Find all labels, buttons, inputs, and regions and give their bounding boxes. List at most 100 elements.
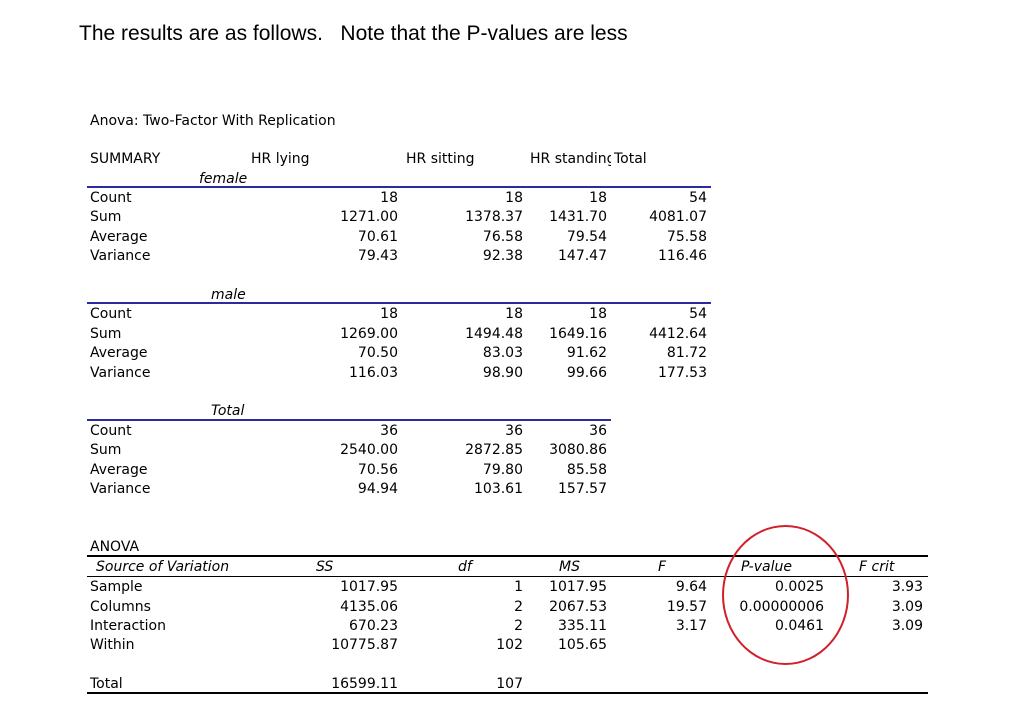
anova-row-label: Within (90, 637, 135, 653)
female-row-label: Count (90, 190, 132, 206)
male-cell: 18 (380, 306, 398, 322)
male-cell: 1649.16 (549, 326, 607, 342)
anova-cell-ss: 670.23 (349, 618, 398, 634)
female-row-label: Sum (90, 209, 122, 225)
total-cell: 36 (380, 423, 398, 439)
male-cell: 99.66 (566, 365, 607, 381)
anova-cell-ms: 1017.95 (549, 579, 607, 595)
female-cell: 147.47 (558, 248, 607, 264)
group-rule-female (87, 186, 711, 188)
anova-header-rule (87, 576, 928, 577)
male-cell: 70.50 (357, 345, 398, 361)
anova-header-ss: SS (316, 559, 334, 575)
male-row-label: Average (90, 345, 148, 361)
anova-row-label: Columns (90, 599, 151, 615)
female-cell: 76.58 (482, 229, 523, 245)
total-cell: 2872.85 (465, 442, 523, 458)
summary-header-hr-lying: HR lying (251, 151, 310, 167)
male-cell: 18 (589, 306, 607, 322)
anova-cell-ss: 10775.87 (331, 637, 398, 653)
anova-header-ms: MS (559, 559, 580, 575)
p-value-highlight-circle (722, 525, 849, 665)
anova-title: Anova: Two-Factor With Replication (90, 113, 336, 129)
group-label-male: male (211, 287, 246, 303)
female-cell: 18 (505, 190, 523, 206)
female-cell: 18 (380, 190, 398, 206)
anova-total-ss: 16599.11 (331, 676, 398, 692)
total-cell: 103.61 (474, 481, 523, 497)
summary-header-hr-sitting: HR sitting (406, 151, 475, 167)
anova-header-df: df (458, 559, 472, 575)
total-cell: 70.56 (357, 462, 398, 478)
female-cell: 4081.07 (649, 209, 707, 225)
anova-total-df: 107 (496, 676, 523, 692)
total-cell: 157.57 (558, 481, 607, 497)
total-cell: 94.94 (357, 481, 398, 497)
anova-cell-f: 3.17 (675, 618, 707, 634)
male-cell: 81.72 (666, 345, 707, 361)
total-row-label: Average (90, 462, 148, 478)
group-rule-total (87, 419, 611, 421)
anova-cell-ms: 335.11 (558, 618, 607, 634)
summary-header-hr-standing: HR standing (530, 151, 611, 167)
anova-row-label: Interaction (90, 618, 166, 634)
anova-cell-ms: 2067.53 (549, 599, 607, 615)
anova-total-label: Total (90, 676, 123, 692)
male-cell: 54 (689, 306, 707, 322)
summary-header-total: Total (614, 151, 647, 167)
male-cell: 4412.64 (649, 326, 707, 342)
male-cell: 18 (505, 306, 523, 322)
summary-header-label: SUMMARY (90, 151, 161, 167)
anova-label: ANOVA (90, 539, 140, 555)
female-cell: 92.38 (482, 248, 523, 264)
female-cell: 79.43 (357, 248, 398, 264)
total-row-label: Count (90, 423, 132, 439)
total-cell: 85.58 (566, 462, 607, 478)
male-cell: 1494.48 (465, 326, 523, 342)
male-cell: 1269.00 (340, 326, 398, 342)
anova-cell-f: 19.57 (666, 599, 707, 615)
female-cell: 116.46 (658, 248, 707, 264)
male-cell: 98.90 (482, 365, 523, 381)
group-label-total: Total (211, 403, 245, 419)
anova-header-f: F (658, 559, 667, 575)
female-row-label: Average (90, 229, 148, 245)
total-cell: 2540.00 (340, 442, 398, 458)
male-cell: 83.03 (482, 345, 523, 361)
total-cell: 36 (505, 423, 523, 439)
total-cell: 3080.86 (549, 442, 607, 458)
female-cell: 18 (589, 190, 607, 206)
male-row-label: Count (90, 306, 132, 322)
anova-header-f-crit: F crit (859, 559, 895, 575)
anova-cell-ss: 4135.06 (340, 599, 398, 615)
male-row-label: Sum (90, 326, 122, 342)
total-row-label: Sum (90, 442, 122, 458)
group-label-female: female (199, 171, 248, 187)
female-cell: 70.61 (357, 229, 398, 245)
anova-top-rule (87, 555, 928, 557)
anova-cell-df: 102 (496, 637, 523, 653)
female-cell: 1271.00 (340, 209, 398, 225)
total-cell: 79.80 (482, 462, 523, 478)
total-cell: 36 (589, 423, 607, 439)
female-cell: 54 (689, 190, 707, 206)
female-cell: 79.54 (566, 229, 607, 245)
anova-cell-f: 9.64 (675, 579, 707, 595)
anova-cell-ms: 105.65 (558, 637, 607, 653)
slide-heading: The results are as follows. Note that th… (79, 22, 628, 45)
anova-header-source: Source of Variation (96, 559, 230, 575)
anova-cell-f-crit: 3.09 (891, 599, 923, 615)
anova-cell-df: 1 (514, 579, 523, 595)
anova-cell-df: 2 (514, 618, 523, 634)
female-cell: 75.58 (666, 229, 707, 245)
anova-row-label: Sample (90, 579, 143, 595)
anova-cell-df: 2 (514, 599, 523, 615)
anova-cell-ss: 1017.95 (340, 579, 398, 595)
male-cell: 177.53 (658, 365, 707, 381)
female-cell: 1431.70 (549, 209, 607, 225)
total-row-label: Variance (90, 481, 151, 497)
male-cell: 116.03 (349, 365, 398, 381)
female-row-label: Variance (90, 248, 151, 264)
female-cell: 1378.37 (465, 209, 523, 225)
group-rule-male (87, 302, 711, 304)
